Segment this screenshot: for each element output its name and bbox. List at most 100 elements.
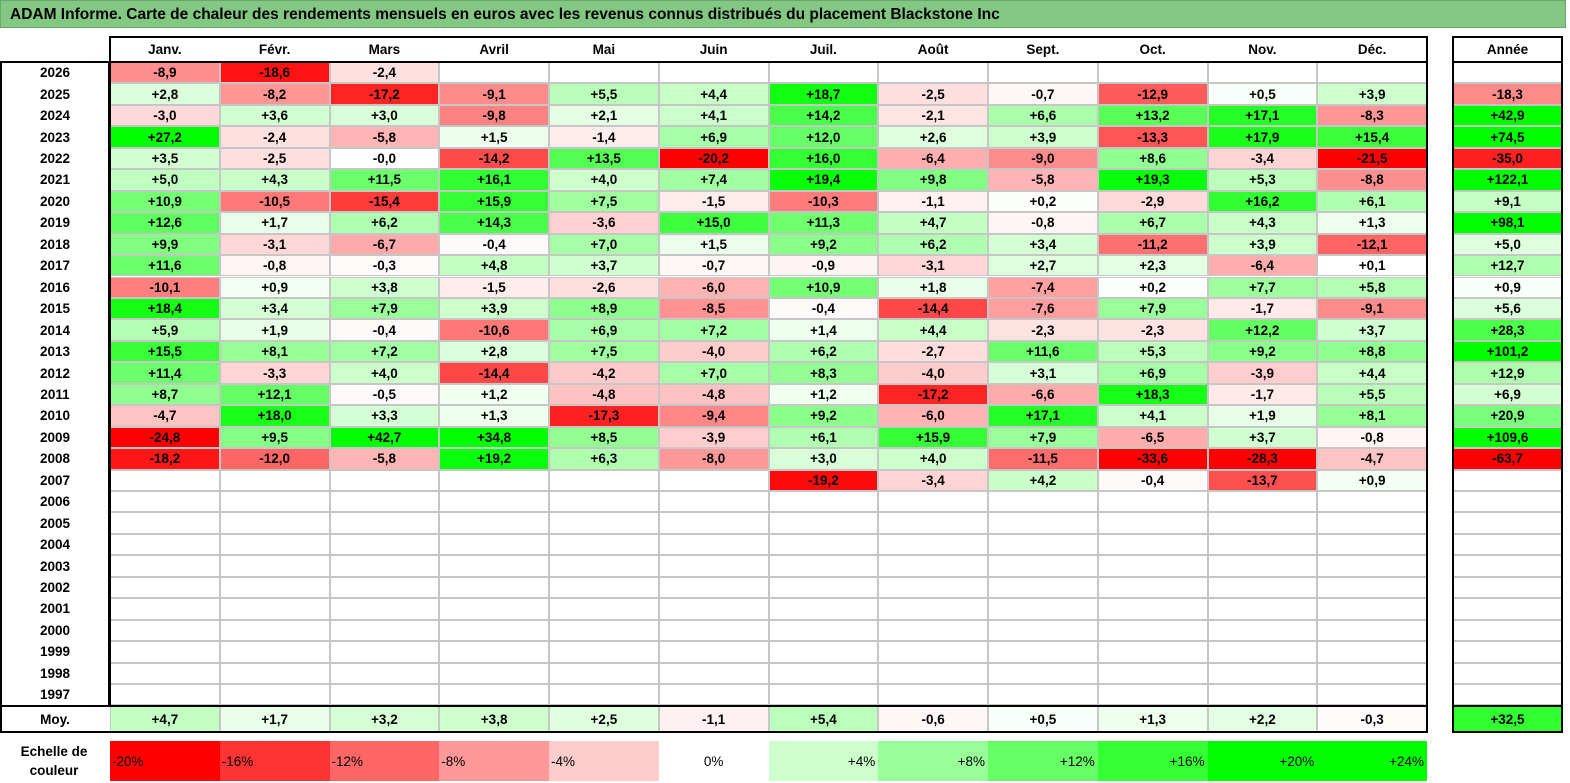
year-label: 2001 bbox=[39, 601, 71, 617]
heatmap-cell bbox=[329, 469, 440, 491]
heatmap-cell: +3,9 bbox=[1317, 83, 1427, 105]
heatmap-cell: -0,5 bbox=[329, 383, 440, 406]
heatmap-cell: -11,2 bbox=[1097, 233, 1208, 256]
heatmap-cell bbox=[219, 555, 330, 577]
heatmap-cell: +15,5 bbox=[110, 340, 220, 363]
heatmap-cell: +19,4 bbox=[768, 169, 879, 191]
heatmap-cell: +1,2 bbox=[768, 383, 879, 406]
heatmap-cell bbox=[219, 641, 330, 663]
heatmap-cell: +1,2 bbox=[439, 383, 549, 406]
heatmap-cell: -2,6 bbox=[549, 276, 659, 298]
heatmap-cell: +1,7 bbox=[219, 212, 330, 234]
heatmap-cell bbox=[329, 641, 440, 663]
heatmap-cell bbox=[1207, 555, 1318, 577]
heatmap-cell bbox=[878, 512, 988, 534]
heatmap-cell: +6,3 bbox=[549, 448, 659, 470]
heatmap-cell bbox=[329, 662, 440, 685]
heatmap-cell: +2,8 bbox=[110, 83, 220, 105]
heatmap-cell bbox=[439, 598, 549, 620]
heatmap-cell: -0,9 bbox=[768, 255, 879, 277]
heatmap-cell bbox=[988, 576, 1098, 599]
annual-cell: +0,9 bbox=[1453, 276, 1562, 298]
heatmap-cell bbox=[1207, 641, 1318, 663]
heatmap-cell: -17,3 bbox=[549, 405, 659, 427]
heatmap-cell bbox=[1207, 533, 1318, 556]
year-label: 1999 bbox=[39, 644, 71, 660]
heatmap-cell: +9,5 bbox=[219, 426, 330, 449]
heatmap-cell bbox=[878, 555, 988, 577]
heatmap-cell: +3,5 bbox=[110, 147, 220, 170]
heatmap-cell: +1,9 bbox=[219, 319, 330, 341]
month-header: Sept. bbox=[1026, 42, 1060, 57]
heatmap-cell: +4,0 bbox=[878, 448, 988, 470]
heatmap-cell: -10,5 bbox=[219, 190, 330, 213]
color-scale-label: Echelle de couleur bbox=[20, 744, 88, 778]
heatmap-cell: -8,0 bbox=[658, 448, 769, 470]
heatmap-cell: -0,0 bbox=[329, 147, 440, 170]
heatmap-cell bbox=[329, 491, 440, 513]
heatmap-cell: -0,4 bbox=[439, 233, 549, 256]
color-scale-swatch: -12% bbox=[329, 741, 440, 781]
heatmap-cell: +2,7 bbox=[988, 255, 1098, 277]
heatmap-cell: +18,0 bbox=[219, 405, 330, 427]
heatmap-cell: -1,1 bbox=[878, 190, 988, 213]
month-header: Déc. bbox=[1357, 42, 1387, 57]
heatmap-cell: -21,5 bbox=[1317, 147, 1427, 170]
heatmap-cell bbox=[219, 598, 330, 620]
heatmap-cell: -0,7 bbox=[658, 255, 769, 277]
heatmap-cell bbox=[878, 533, 988, 556]
heatmap-cell: +19,3 bbox=[1097, 169, 1208, 191]
heatmap-cell: +6,9 bbox=[658, 126, 769, 148]
heatmap-cell bbox=[768, 533, 879, 556]
heatmap-cell bbox=[768, 619, 879, 642]
heatmap-cell: -15,4 bbox=[329, 190, 440, 213]
heatmap-cell: +27,2 bbox=[110, 126, 220, 148]
heatmap-cell: -12,1 bbox=[1317, 233, 1427, 256]
heatmap-cell: +10,9 bbox=[768, 276, 879, 298]
heatmap-cell: +34,8 bbox=[439, 426, 549, 449]
heatmap-cell: -0,4 bbox=[1097, 469, 1208, 491]
annual-cell: +9,1 bbox=[1453, 190, 1562, 213]
heatmap-cell: +7,7 bbox=[1207, 276, 1318, 298]
heatmap-cell: -4,0 bbox=[878, 362, 988, 384]
heatmap-cell bbox=[329, 576, 440, 599]
heatmap-cell: +9,8 bbox=[878, 169, 988, 191]
year-label: 2002 bbox=[39, 580, 71, 596]
heatmap-cell: +1,8 bbox=[878, 276, 988, 298]
year-label: 2000 bbox=[39, 622, 71, 638]
year-label: 2008 bbox=[39, 451, 71, 467]
heatmap-cell: +8,9 bbox=[549, 297, 659, 320]
heatmap-cell: -2,5 bbox=[219, 147, 330, 170]
annual-cell: +28,3 bbox=[1453, 319, 1562, 341]
heatmap-cell: +3,4 bbox=[219, 297, 330, 320]
heatmap-cell bbox=[1097, 555, 1208, 577]
heatmap-cell: -3,1 bbox=[219, 233, 330, 256]
heatmap-cell: +8,5 bbox=[549, 426, 659, 449]
heatmap-cell: +16,1 bbox=[439, 169, 549, 191]
heatmap-cell: -17,2 bbox=[329, 83, 440, 105]
heatmap-cell bbox=[658, 576, 769, 599]
heatmap-cell bbox=[329, 512, 440, 534]
year-label: 2018 bbox=[39, 236, 71, 252]
title-bar: ADAM Informe. Carte de chaleur des rende… bbox=[0, 0, 1566, 28]
heatmap-cell bbox=[768, 641, 879, 663]
heatmap-cell: -20,2 bbox=[658, 147, 769, 170]
heatmap-cell bbox=[1097, 512, 1208, 534]
heatmap-cell: -2,3 bbox=[1097, 319, 1208, 341]
heatmap-cell bbox=[768, 598, 879, 620]
heatmap-cell: -6,0 bbox=[878, 405, 988, 427]
heatmap-cell bbox=[988, 512, 1098, 534]
year-label: 2013 bbox=[39, 344, 71, 360]
heatmap-cell: +5,3 bbox=[1097, 340, 1208, 363]
heatmap-cell: -9,4 bbox=[658, 405, 769, 427]
heatmap-cell bbox=[988, 641, 1098, 663]
annual-cell: -63,7 bbox=[1453, 448, 1562, 470]
heatmap-cell: +6,6 bbox=[988, 104, 1098, 127]
heatmap-cell: +3,8 bbox=[329, 276, 440, 298]
heatmap-cell: +2,1 bbox=[549, 104, 659, 127]
year-label: 2004 bbox=[39, 537, 71, 553]
heatmap-cell: -3,0 bbox=[110, 104, 220, 127]
color-scale-swatch: +16% bbox=[1097, 741, 1208, 781]
heatmap-cell: -8,3 bbox=[1317, 104, 1427, 127]
heatmap-cell: -28,3 bbox=[1207, 448, 1318, 470]
